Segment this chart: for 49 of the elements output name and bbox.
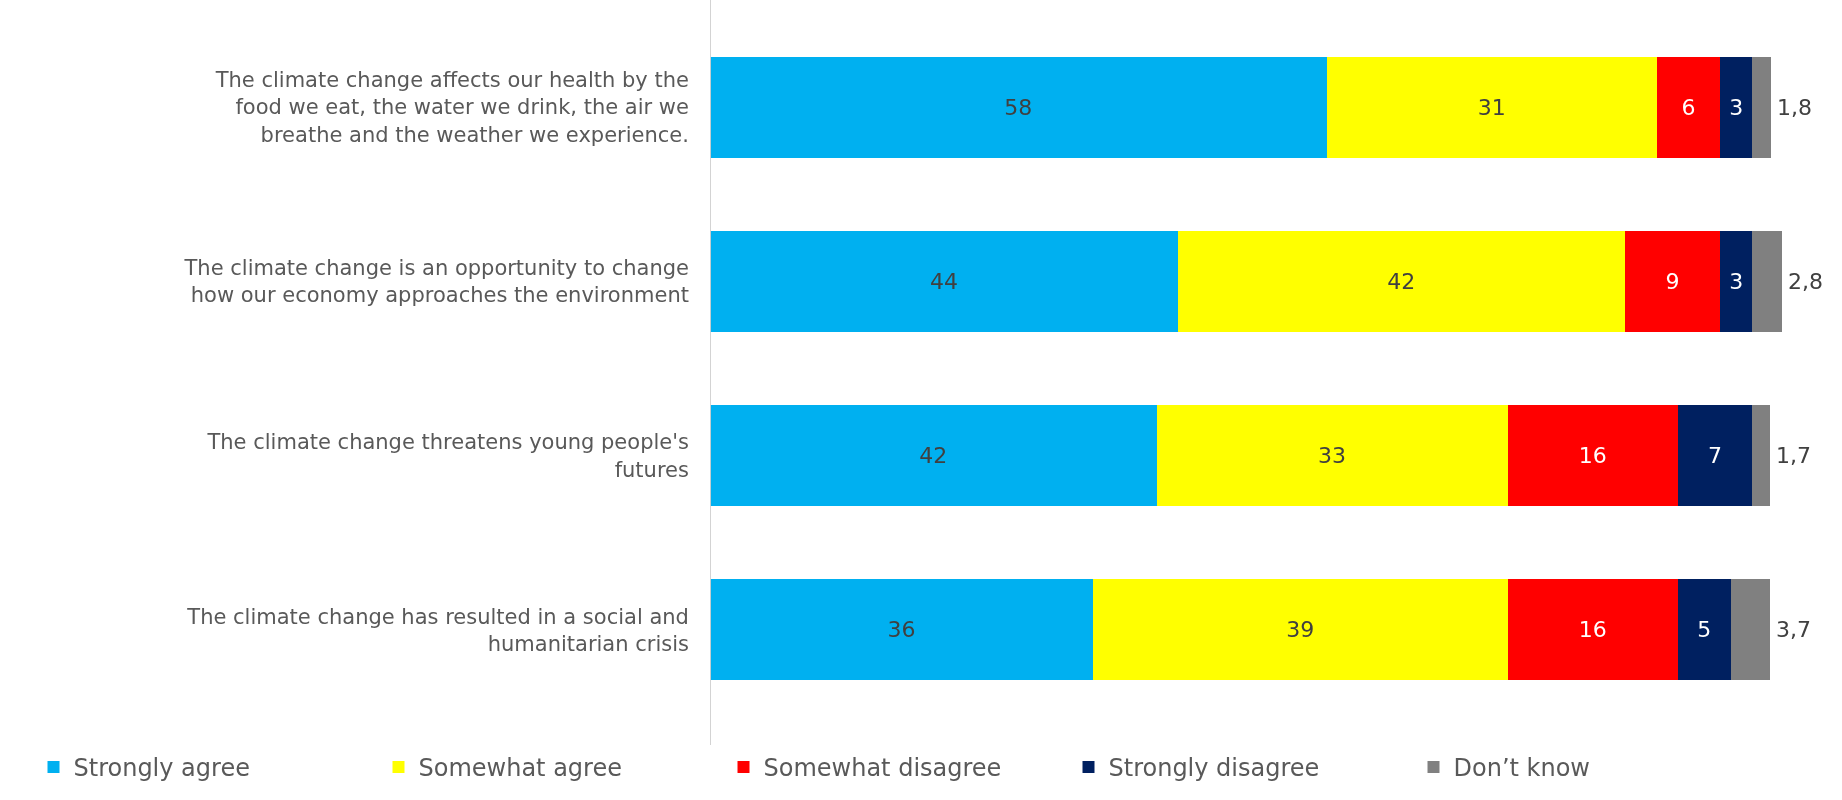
data-label: 5 — [1697, 617, 1712, 643]
data-label: 3 — [1729, 268, 1744, 294]
legend-label: Somewhat agree — [418, 754, 622, 783]
bar — [709, 230, 1178, 332]
data-label: 39 — [1286, 617, 1315, 643]
data-label: 1,7 — [1776, 443, 1811, 468]
data-label: 6 — [1681, 94, 1696, 120]
data-label: 42 — [919, 443, 948, 469]
data-label: 3 — [1729, 94, 1744, 120]
bar — [709, 579, 1093, 681]
data-label: 33 — [1318, 443, 1347, 469]
bar — [1730, 579, 1771, 681]
bar — [1677, 579, 1731, 681]
bar — [1624, 230, 1721, 332]
data-label: 7 — [1707, 443, 1722, 469]
bar — [1092, 579, 1508, 681]
bar — [1177, 230, 1625, 332]
y-tick-label: The climate change affects our health by the food we eat, the water we drink, the air we breathe and the weather we experience. — [214, 68, 689, 147]
data-label: 16 — [1578, 443, 1607, 469]
y-tick-label: The climate change has resulted in a social and humanitarian crisis — [186, 604, 689, 656]
data-label: 9 — [1665, 268, 1680, 294]
bar — [709, 405, 1157, 507]
bar — [1720, 56, 1753, 158]
data-label: 1,8 — [1777, 95, 1812, 120]
data-label: 2,8 — [1788, 269, 1823, 294]
bar — [1752, 56, 1772, 158]
bar — [1752, 405, 1771, 507]
data-label: 36 — [887, 617, 916, 643]
bar — [1507, 579, 1678, 681]
legend-label: Somewhat disagree — [763, 754, 1002, 783]
legend-label: Strongly disagree — [1108, 754, 1320, 783]
bar — [1507, 405, 1678, 507]
legend-label: Don’t know — [1453, 754, 1590, 783]
legend-label: Strongly agree — [73, 754, 250, 783]
data-label: 16 — [1578, 617, 1607, 643]
bar — [1156, 405, 1508, 507]
data-label: 3,7 — [1776, 617, 1811, 642]
data-label: 31 — [1477, 94, 1506, 120]
y-tick-label: The climate change is an opportunity to change how our economy approaches the environment — [183, 256, 689, 308]
bar — [1720, 230, 1753, 332]
data-label: 42 — [1387, 268, 1416, 294]
bar — [709, 56, 1327, 158]
y-tick-label: The climate change threatens young people's futures — [206, 430, 689, 482]
bar — [1752, 230, 1782, 332]
bar — [1326, 56, 1657, 158]
data-label: 44 — [929, 268, 958, 294]
bar — [1656, 56, 1721, 158]
bar — [1677, 405, 1753, 507]
data-label: 58 — [1004, 94, 1033, 120]
